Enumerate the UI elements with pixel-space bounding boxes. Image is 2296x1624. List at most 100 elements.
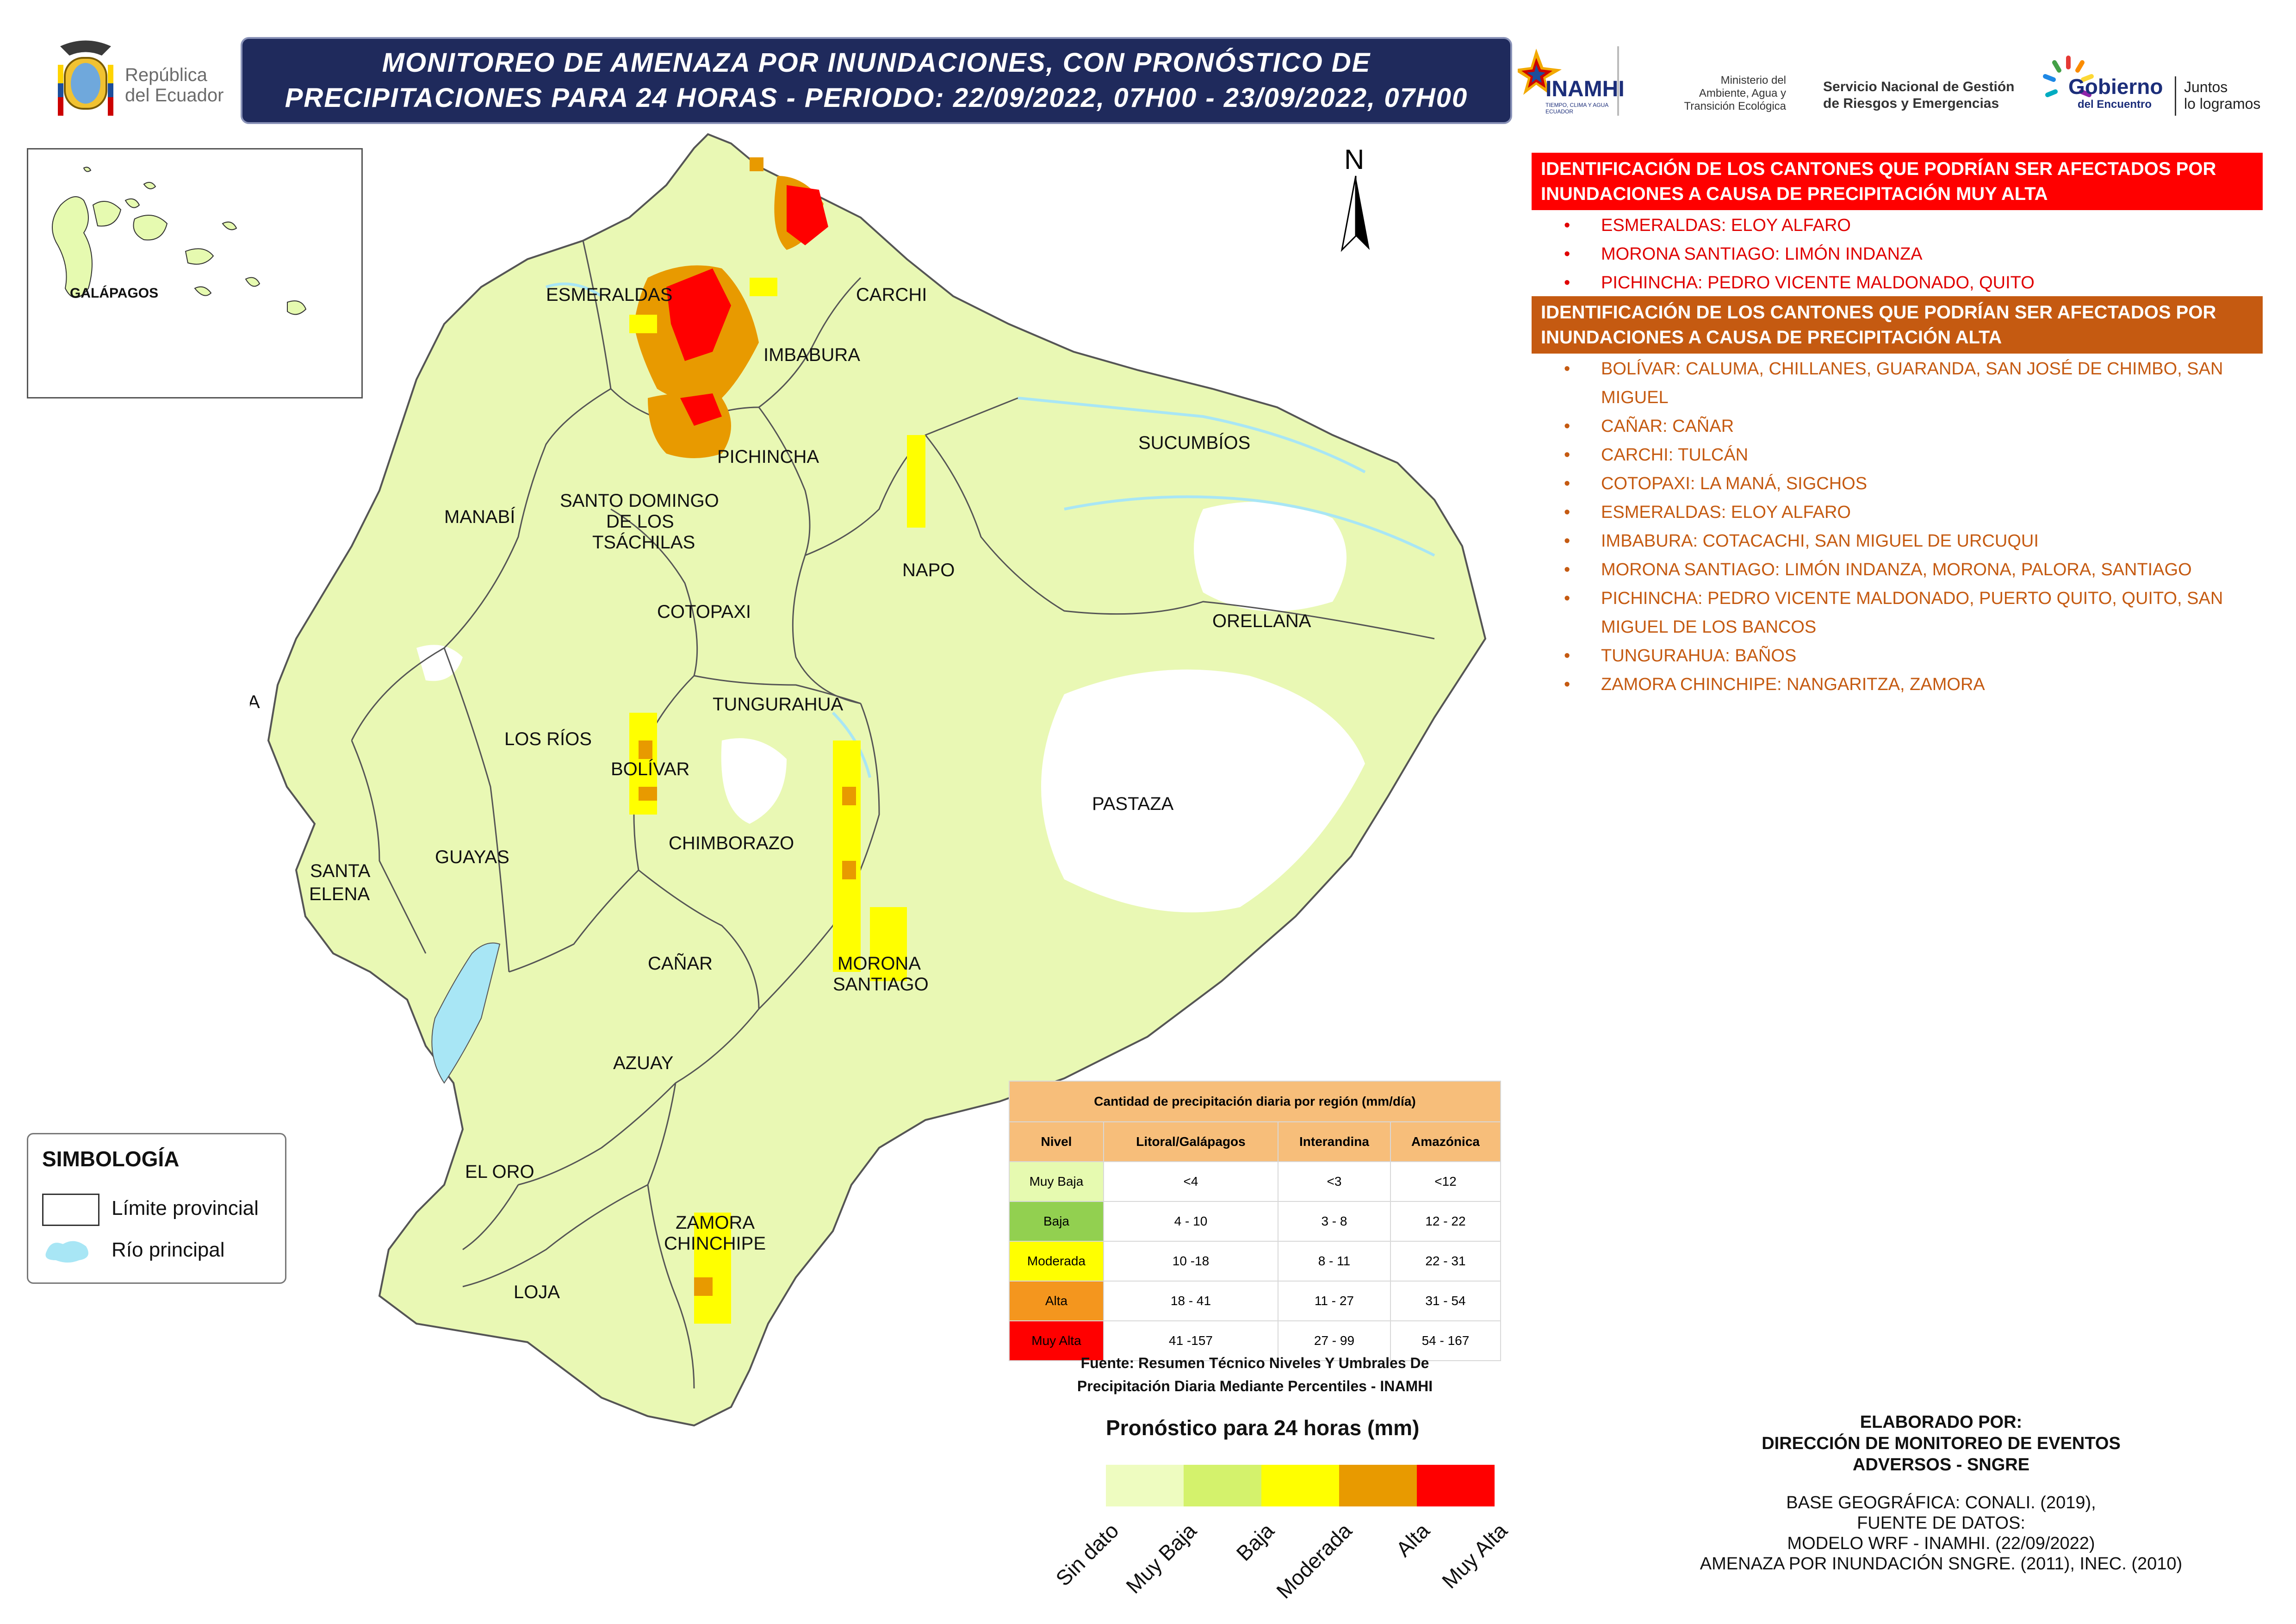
rio-principal-label: Río principal — [112, 1238, 225, 1261]
interandina-cell: 27 - 99 — [1278, 1320, 1391, 1361]
ecuador-land — [267, 133, 1487, 1427]
province-labels: ESMERALDAS CARCHI IMBABURA PICHINCHA SUC… — [250, 285, 1311, 1302]
nivel-cell: Muy Baja — [1009, 1161, 1104, 1202]
list-item: CAÑAR: CAÑAR — [1564, 412, 2258, 441]
prov-santiago: SANTIAGO — [833, 974, 929, 995]
legend-swatch — [1106, 1465, 1184, 1506]
simbologia-box: SIMBOLOGÍA Límite provincial Río princip… — [27, 1133, 286, 1284]
precipitation-muy-alta — [666, 185, 828, 426]
prov-santo-domingo: SANTO DOMINGO — [560, 491, 719, 511]
prov-zamora: ZAMORA — [676, 1213, 755, 1233]
amazonica-cell: <12 — [1390, 1161, 1502, 1202]
prov-chinchipe: CHINCHIPE — [664, 1233, 766, 1254]
amazonica-cell: 12 - 22 — [1390, 1201, 1502, 1242]
legend-swatch — [1261, 1465, 1339, 1506]
list-item: MORONA SANTIAGO: LIMÓN INDANZA — [1564, 240, 2258, 268]
gobierno-label: Gobierno — [2068, 75, 2163, 99]
prov-bolivar: BOLÍVAR — [611, 759, 689, 779]
table-title: Cantidad de precipitación diaria por reg… — [1009, 1081, 1501, 1122]
legend-swatch — [1184, 1465, 1261, 1506]
prov-napo: NAPO — [902, 560, 955, 580]
table-header: Litoral/Galápagos — [1103, 1121, 1279, 1162]
ministerio-logo: Ministerio del Ambiente, Agua y Transici… — [1684, 74, 1786, 112]
prov-azuay: AZUAY — [613, 1053, 673, 1073]
elaborado-por: ELABORADO POR: DIRECCIÓN DE MONITOREO DE… — [1762, 1412, 2121, 1475]
prov-orellana: ORELLANA — [1212, 611, 1311, 631]
inamhi-logo: INAMHI TIEMPO, CLIMA Y AGUA ECUADOR — [1513, 44, 1625, 118]
prov-elena: ELENA — [309, 884, 370, 904]
list-item: COTOPAXI: LA MANÁ, SIGCHOS — [1564, 469, 2258, 498]
republic-label: República del Ecuador — [125, 65, 224, 106]
litoral-cell: 4 - 10 — [1103, 1201, 1279, 1242]
table-row: Muy Baja <4 <3 <12 — [1009, 1161, 1502, 1202]
list-item: CARCHI: TULCÁN — [1564, 441, 2258, 469]
amazonica-cell: 22 - 31 — [1390, 1241, 1502, 1282]
prov-esmeraldas: ESMERALDAS — [546, 285, 672, 305]
litoral-cell: <4 — [1103, 1161, 1279, 1202]
list-item: ESMERALDAS: ELOY ALFARO — [1564, 498, 2258, 527]
prov-isla: ISLA — [250, 692, 260, 712]
north-label: N — [1344, 144, 1364, 175]
map-title-banner: MONITOREO DE AMENAZA POR INUNDACIONES, C… — [241, 37, 1512, 124]
prov-loja: LOJA — [514, 1282, 560, 1302]
rio-principal-swatch — [42, 1237, 93, 1267]
prov-los-rios: LOS RÍOS — [504, 728, 592, 749]
interandina-cell: 11 - 27 — [1278, 1281, 1391, 1321]
precipitation-table: Cantidad de precipitación diaria por reg… — [1009, 1081, 1502, 1361]
north-arrow-icon: N — [1340, 144, 1370, 252]
sin-dato-zones — [416, 502, 1365, 913]
list-item: BOLÍVAR: CALUMA, CHILLANES, GUARANDA, SA… — [1564, 355, 2258, 412]
gulf-water — [431, 942, 501, 1084]
galapagos-label: GALÁPAGOS — [70, 285, 158, 301]
muy-alta-list: ESMERALDAS: ELOY ALFARO MORONA SANTIAGO:… — [1564, 211, 2258, 297]
precipitation-moderada — [629, 278, 925, 1324]
interandina-cell: 3 - 8 — [1278, 1201, 1391, 1242]
ecuador-map: N ESMERALDAS CARCHI IMBABURA PICHINCHA S… — [250, 133, 1487, 1427]
interandina-cell: 8 - 11 — [1278, 1241, 1391, 1282]
provincial-borders — [351, 240, 1435, 1389]
prov-sucumbios: SUCUMBÍOS — [1138, 432, 1250, 453]
interandina-cell: <3 — [1278, 1161, 1391, 1202]
nivel-cell: Moderada — [1009, 1241, 1104, 1282]
table-header: Nivel — [1009, 1121, 1104, 1162]
alta-heading: IDENTIFICACIÓN DE LOS CANTONES QUE PODRÍ… — [1532, 296, 2263, 354]
legend-swatch — [1417, 1465, 1495, 1506]
prov-manabi: MANABÍ — [444, 506, 515, 527]
nivel-cell: Muy Alta — [1009, 1320, 1104, 1361]
prov-cotopaxi: COTOPAXI — [657, 602, 751, 622]
litoral-cell: 10 -18 — [1103, 1241, 1279, 1282]
limite-provincial-label: Límite provincial — [112, 1197, 259, 1220]
amazonica-cell: 54 - 167 — [1390, 1320, 1502, 1361]
table-row: Muy Alta 41 -157 27 - 99 54 - 167 — [1009, 1320, 1502, 1361]
prov-tungurahua: TUNGURAHUA — [713, 694, 844, 715]
prov-tsachilas: TSÁCHILAS — [592, 532, 695, 553]
alta-list: BOLÍVAR: CALUMA, CHILLANES, GUARANDA, SA… — [1564, 355, 2258, 699]
list-item: ZAMORA CHINCHIPE: NANGARITZA, ZAMORA — [1564, 670, 2258, 699]
data-sources: BASE GEOGRÁFICA: CONALI. (2019), FUENTE … — [1700, 1493, 2183, 1574]
prov-morona: MORONA — [838, 953, 921, 974]
prov-carchi: CARCHI — [856, 285, 927, 305]
gobierno-logo-icon — [2036, 51, 2101, 116]
limite-provincial-swatch — [42, 1194, 99, 1226]
prov-chimborazo: CHIMBORAZO — [669, 833, 794, 853]
litoral-cell: 41 -157 — [1103, 1320, 1279, 1361]
list-item: TUNGURAHUA: BAÑOS — [1564, 641, 2258, 670]
legend-swatch — [1339, 1465, 1417, 1506]
list-item: PICHINCHA: PEDRO VICENTE MALDONADO, QUIT… — [1564, 268, 2258, 297]
inamhi-star-icon — [1513, 49, 1562, 95]
nivel-cell: Baja — [1009, 1201, 1104, 1242]
juntos-label: Juntos lo logramos — [2184, 79, 2261, 112]
title-line-1: MONITOREO DE AMENAZA POR INUNDACIONES, C… — [382, 48, 1371, 78]
table-source: Fuente: Resumen Técnico Niveles Y Umbral… — [1077, 1355, 1433, 1394]
legend-title: Pronóstico para 24 horas (mm) — [1106, 1416, 1420, 1440]
list-item: IMBABURA: COTACACHI, SAN MIGUEL DE URCUQ… — [1564, 527, 2258, 555]
sngre-logo: Servicio Nacional de Gestión de Riesgos … — [1823, 79, 2015, 111]
prov-guayas: GUAYAS — [435, 847, 509, 867]
amazonica-cell: 31 - 54 — [1390, 1281, 1502, 1321]
table-row: Alta 18 - 41 11 - 27 31 - 54 — [1009, 1281, 1502, 1321]
prov-santa: SANTA — [310, 861, 371, 881]
coat-of-arms-logo — [46, 37, 125, 125]
list-item: ESMERALDAS: ELOY ALFARO — [1564, 211, 2258, 240]
prov-el-oro: EL ORO — [465, 1162, 534, 1182]
gobierno-sub-label: del Encuentro — [2078, 98, 2152, 111]
